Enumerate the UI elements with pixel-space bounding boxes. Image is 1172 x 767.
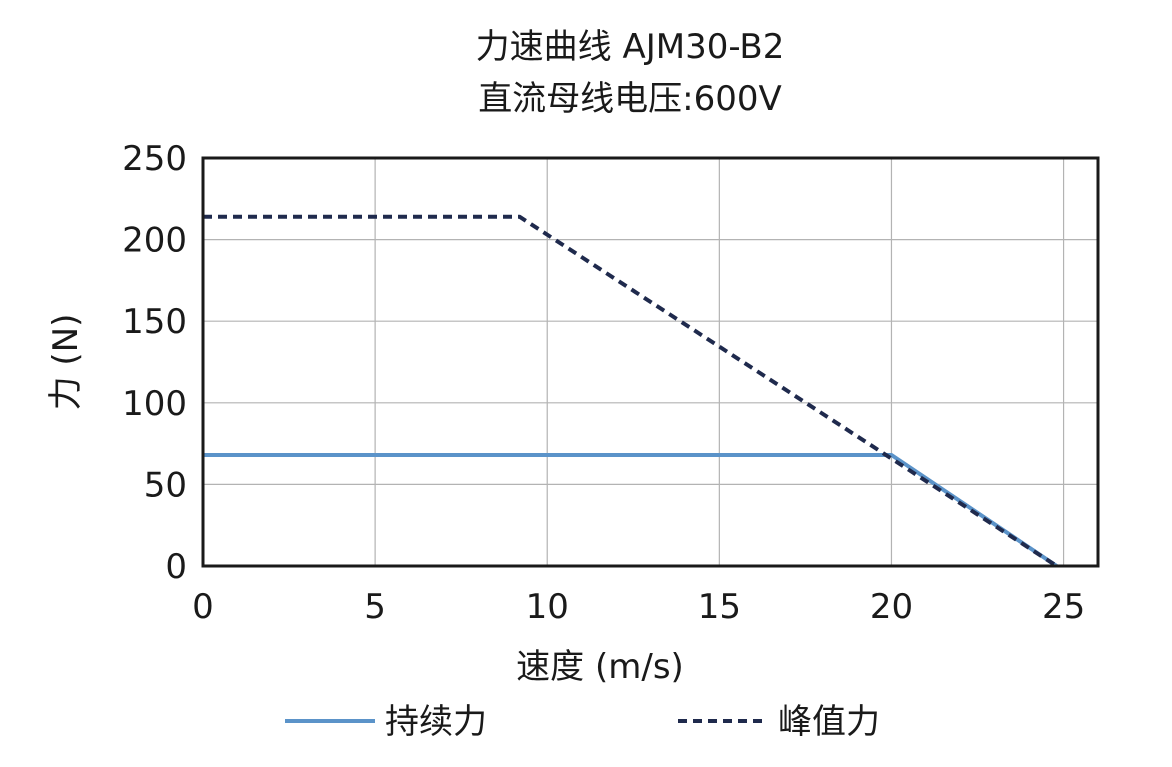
x-tick-label: 15 bbox=[698, 587, 741, 627]
legend: 持续力 峰值力 bbox=[285, 702, 880, 742]
y-tick-label: 150 bbox=[122, 302, 187, 342]
chart-title-line-2: 直流母线电压:600V bbox=[478, 79, 782, 119]
y-tick-label: 100 bbox=[122, 384, 187, 424]
x-tick-label: 0 bbox=[192, 587, 214, 627]
legend-label-continuous: 持续力 bbox=[385, 702, 487, 742]
grid bbox=[203, 158, 1098, 566]
y-tick-label: 250 bbox=[122, 139, 187, 179]
y-tick-label: 50 bbox=[144, 465, 187, 505]
x-tick-label: 10 bbox=[526, 587, 569, 627]
legend-item-peak: 峰值力 bbox=[678, 702, 880, 742]
x-tick-label: 25 bbox=[1042, 587, 1085, 627]
plot-series bbox=[203, 214, 1058, 568]
legend-label-peak: 峰值力 bbox=[778, 702, 880, 742]
y-tick-label: 0 bbox=[165, 547, 187, 587]
y-axis-label: 力 (N) bbox=[46, 314, 86, 411]
chart-title-line-1: 力速曲线 AJM30-B2 bbox=[476, 27, 785, 67]
plot-frame bbox=[201, 156, 1100, 568]
legend-item-continuous: 持续力 bbox=[285, 702, 487, 742]
x-tick-label: 5 bbox=[364, 587, 386, 627]
x-tick-label: 20 bbox=[870, 587, 913, 627]
series-line-continuous bbox=[203, 453, 1058, 568]
y-tick-label: 200 bbox=[122, 221, 187, 261]
x-axis-label: 速度 (m/s) bbox=[516, 647, 684, 687]
series-line-peak bbox=[203, 214, 1058, 568]
